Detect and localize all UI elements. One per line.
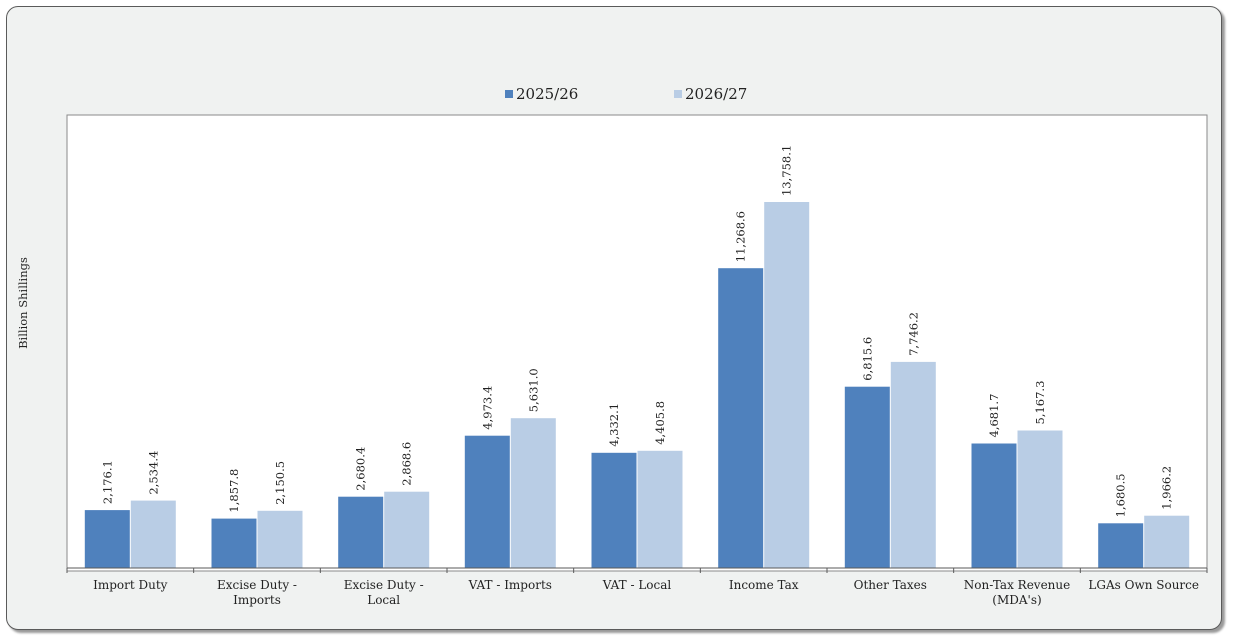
x-tick-label-1-1: Imports	[233, 593, 281, 607]
x-tick-label-3-0: VAT - Imports	[468, 578, 552, 592]
bar-2-1	[384, 491, 430, 568]
x-tick-label-0-0: Import Duty	[93, 578, 168, 592]
x-tick-label-7-1: (MDA's)	[992, 593, 1041, 607]
bar-1-1	[257, 510, 303, 568]
data-label-0-1: 2,534.4	[146, 451, 160, 495]
bar-4-1	[637, 450, 683, 568]
x-tick-label-7-0: Non-Tax Revenue	[964, 578, 1070, 592]
data-label-6-0: 6,815.6	[860, 337, 874, 381]
legend-swatch-1	[674, 90, 682, 98]
data-label-0-0: 2,176.1	[100, 460, 114, 504]
data-label-8-0: 1,680.5	[1114, 473, 1128, 517]
x-tick-label-6-0: Other Taxes	[854, 578, 927, 592]
data-label-8-1: 1,966.2	[1160, 466, 1174, 510]
bar-7-1	[1017, 430, 1063, 568]
x-tick-label-8-0: LGAs Own Source	[1088, 578, 1199, 592]
bar-3-0	[464, 435, 510, 568]
legend-swatch-0	[505, 90, 513, 98]
data-label-7-0: 4,681.7	[987, 394, 1001, 438]
data-label-4-1: 4,405.8	[653, 401, 667, 445]
data-label-5-1: 13,758.1	[780, 145, 794, 196]
bar-6-1	[890, 361, 936, 568]
bar-0-0	[84, 510, 130, 568]
bar-3-1	[510, 418, 556, 568]
data-labels: 2,176.1 2,534.4 1,857.8 2,150.5 2,680.4 2,868…	[100, 145, 1173, 518]
data-label-3-0: 4,973.4	[480, 386, 494, 430]
data-label-3-1: 5,631.0	[526, 368, 540, 412]
bar-8-1	[1144, 515, 1190, 568]
bars	[84, 202, 1190, 568]
plot-area	[66, 114, 1208, 572]
legend-label-0: 2025/26	[516, 85, 578, 103]
data-label-2-0: 2,680.4	[354, 447, 368, 491]
x-tick-label-2-1: Local	[367, 593, 400, 607]
x-tick-label-5-0: Income Tax	[729, 578, 799, 592]
bar-0-1	[130, 500, 176, 568]
data-label-7-1: 5,167.3	[1033, 381, 1047, 425]
data-label-4-0: 4,332.1	[607, 403, 621, 447]
bar-6-0	[844, 386, 890, 568]
data-label-5-0: 11,268.6	[734, 211, 748, 262]
bar-5-0	[718, 268, 764, 568]
legend-label-1: 2026/27	[685, 85, 747, 103]
x-tick-label-2-0: Excise Duty -	[344, 578, 424, 592]
bar-7-0	[971, 443, 1017, 568]
bar-1-0	[211, 518, 257, 568]
y-axis-title: Billion Shillings	[16, 257, 30, 349]
data-label-1-0: 1,857.8	[227, 469, 241, 513]
data-label-1-1: 2,150.5	[273, 461, 287, 505]
data-label-6-1: 7,746.2	[906, 312, 920, 356]
bar-4-0	[591, 452, 637, 568]
x-tick-label-1-0: Excise Duty -	[217, 578, 297, 592]
bar-5-1	[764, 202, 810, 568]
bar-8-0	[1098, 523, 1144, 568]
bar-2-0	[338, 496, 384, 568]
data-label-2-1: 2,868.6	[400, 442, 414, 486]
x-tick-label-4-0: VAT - Local	[602, 578, 672, 592]
legend: 2025/26 2026/27	[505, 85, 747, 103]
